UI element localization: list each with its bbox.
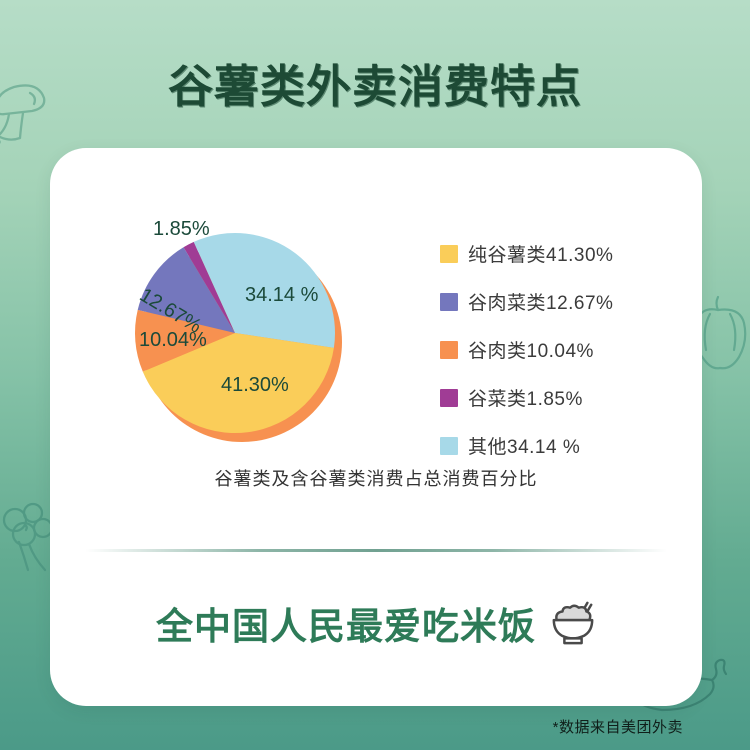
legend-label: 纯谷薯类41.30% — [468, 245, 614, 266]
legend-label: 谷肉类10.04% — [468, 341, 594, 362]
legend-label: 其他34.14 % — [468, 437, 581, 458]
pie-label-grain-veg: 1.85% — [153, 218, 210, 240]
legend-swatch — [440, 436, 458, 455]
divider-line — [85, 549, 667, 552]
legend-swatch — [440, 388, 458, 407]
conclusion-text: 全中国人民最爱吃米饭 — [156, 606, 536, 647]
legend-swatch — [440, 340, 458, 359]
rice-bowl-icon — [552, 601, 594, 645]
legend-item: 谷肉类10.04% — [440, 336, 613, 363]
data-source-footnote: *数据来自美团外卖 — [552, 719, 683, 736]
legend-item: 其他34.14 % — [440, 432, 613, 459]
conclusion-row: 全中国人民最爱吃米饭 — [50, 596, 702, 650]
pie-label-pure-grain: 41.30% — [221, 374, 289, 396]
pie-chart — [135, 232, 342, 442]
legend-item: 纯谷薯类41.30% — [440, 240, 613, 267]
legend-swatch — [440, 292, 458, 311]
content-card: 41.30% 12.67% 10.04% 1.85% 34.14 % 纯谷薯类4… — [50, 148, 702, 706]
pie-label-grain-meat: 10.04% — [139, 329, 207, 351]
chart-caption: 谷薯类及含谷薯类消费占总消费百分比 — [214, 469, 538, 489]
chart-legend: 纯谷薯类41.30% 谷肉菜类12.67% 谷肉类10.04% 谷菜类1.85%… — [440, 240, 613, 459]
broccoli-icon — [2, 502, 54, 572]
legend-swatch — [440, 244, 458, 263]
legend-item: 谷菜类1.85% — [440, 384, 613, 411]
legend-label: 谷肉菜类12.67% — [468, 293, 614, 314]
legend-label: 谷菜类1.85% — [468, 389, 583, 410]
page-title: 谷薯类外卖消费特点 — [167, 61, 582, 112]
pie-label-other: 34.14 % — [245, 284, 319, 306]
legend-item: 谷肉菜类12.67% — [440, 288, 613, 315]
